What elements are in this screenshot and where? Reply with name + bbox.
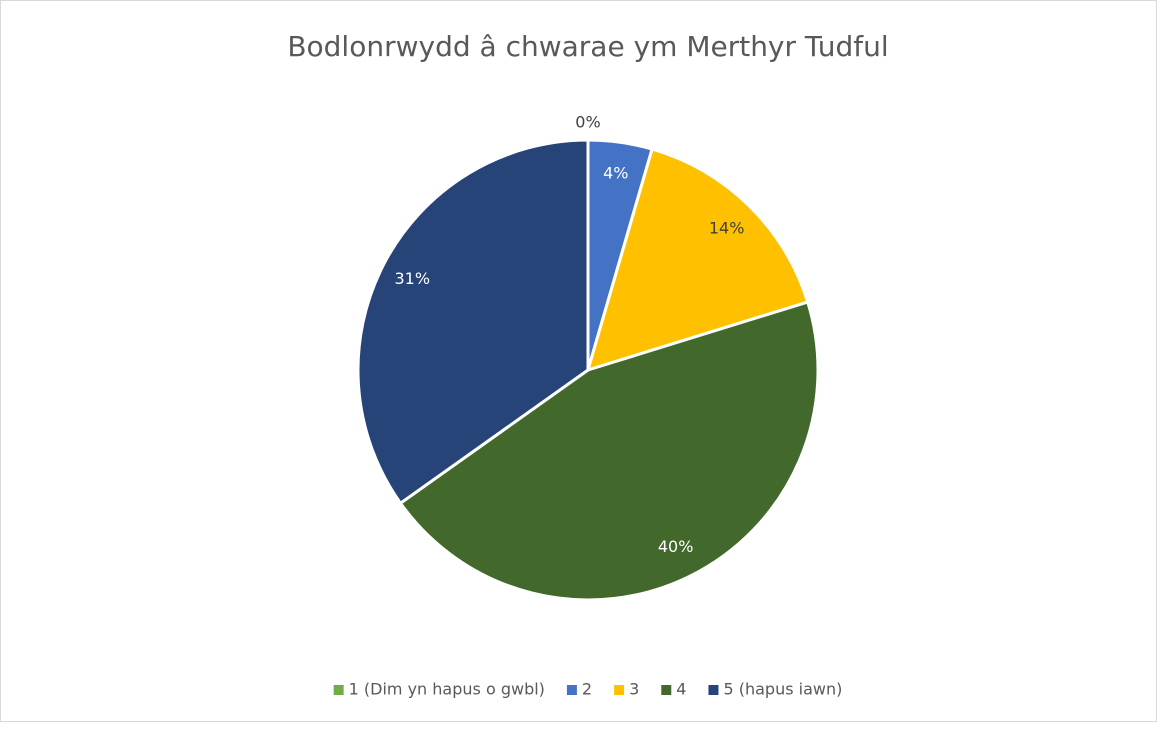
legend-swatch	[333, 685, 344, 695]
pie-slice	[398, 300, 820, 602]
data-label: 4%	[603, 164, 628, 183]
legend-swatch	[661, 685, 672, 695]
data-label: 31%	[394, 269, 430, 288]
legend: 1 (Dim yn hapus o gwbl) 2 3 4 5 (hapus iawn)	[333, 680, 842, 699]
legend-label: 2	[582, 680, 592, 699]
chart-title: Bodlonrwydd â chwarae ym Merthyr Tudful	[287, 30, 888, 63]
legend-label: 4	[676, 680, 686, 699]
legend-label: 3	[629, 680, 639, 699]
legend-swatch	[566, 685, 577, 695]
pie-slice	[585, 147, 810, 373]
legend-label: 1 (Dim yn hapus o gwbl)	[349, 680, 545, 699]
legend-swatch	[708, 685, 719, 695]
data-label: 40%	[658, 537, 694, 556]
legend-swatch	[614, 685, 625, 695]
pie-slice	[356, 138, 590, 506]
data-label: 14%	[709, 218, 745, 237]
data-label: 0%	[575, 113, 600, 132]
legend-label: 5 (hapus iawn)	[723, 680, 842, 699]
